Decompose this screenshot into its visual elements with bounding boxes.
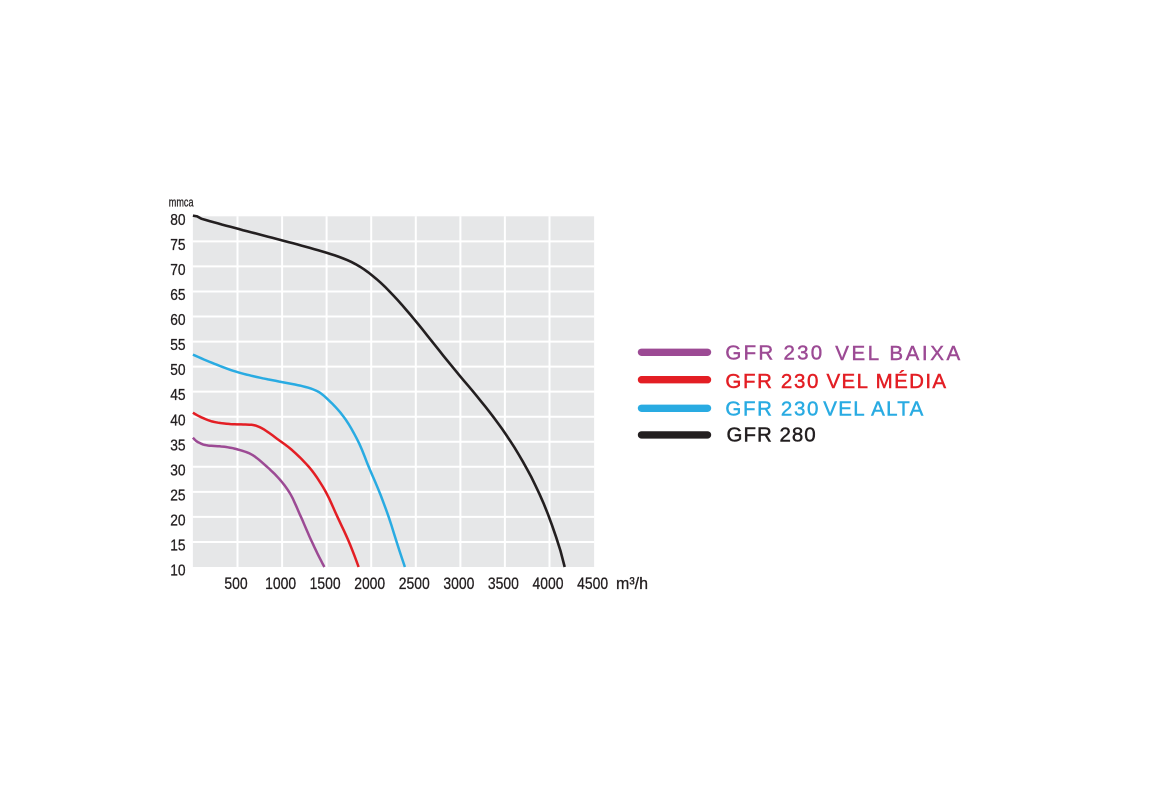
svg-text:3000: 3000 [443,574,474,593]
svg-text:VEL BAIXA: VEL BAIXA [835,342,960,365]
svg-text:2000: 2000 [354,574,385,593]
svg-text:45: 45 [170,387,185,404]
svg-text:80: 80 [170,212,185,229]
svg-text:3500: 3500 [488,574,519,593]
svg-text:m³/h: m³/h [616,574,648,593]
svg-text:1500: 1500 [310,574,341,593]
svg-text:GFR 230: GFR 230 [725,370,818,393]
svg-text:20: 20 [170,513,185,530]
svg-text:50: 50 [170,362,185,379]
svg-text:500: 500 [224,574,247,593]
svg-text:65: 65 [170,287,185,304]
svg-text:VEL ALTA: VEL ALTA [823,398,923,421]
svg-text:25: 25 [170,488,185,505]
svg-text:10: 10 [170,563,185,580]
svg-text:VEL MÉDIA: VEL MÉDIA [827,370,947,393]
svg-text:30: 30 [170,462,185,479]
svg-text:4000: 4000 [533,574,564,593]
svg-text:40: 40 [170,412,185,429]
svg-text:2500: 2500 [399,574,430,593]
svg-text:55: 55 [170,337,185,354]
svg-text:70: 70 [170,262,185,279]
svg-text:60: 60 [170,312,185,329]
svg-text:15: 15 [170,538,185,555]
svg-text:1000: 1000 [265,574,296,593]
svg-text:75: 75 [170,237,185,254]
svg-text:GFR 230: GFR 230 [725,398,818,421]
svg-text:GFR 280: GFR 280 [727,424,816,447]
svg-text:GFR 230: GFR 230 [725,342,822,365]
svg-text:4500: 4500 [577,574,608,593]
svg-text:35: 35 [170,437,185,454]
svg-text:mmca: mmca [169,195,194,209]
